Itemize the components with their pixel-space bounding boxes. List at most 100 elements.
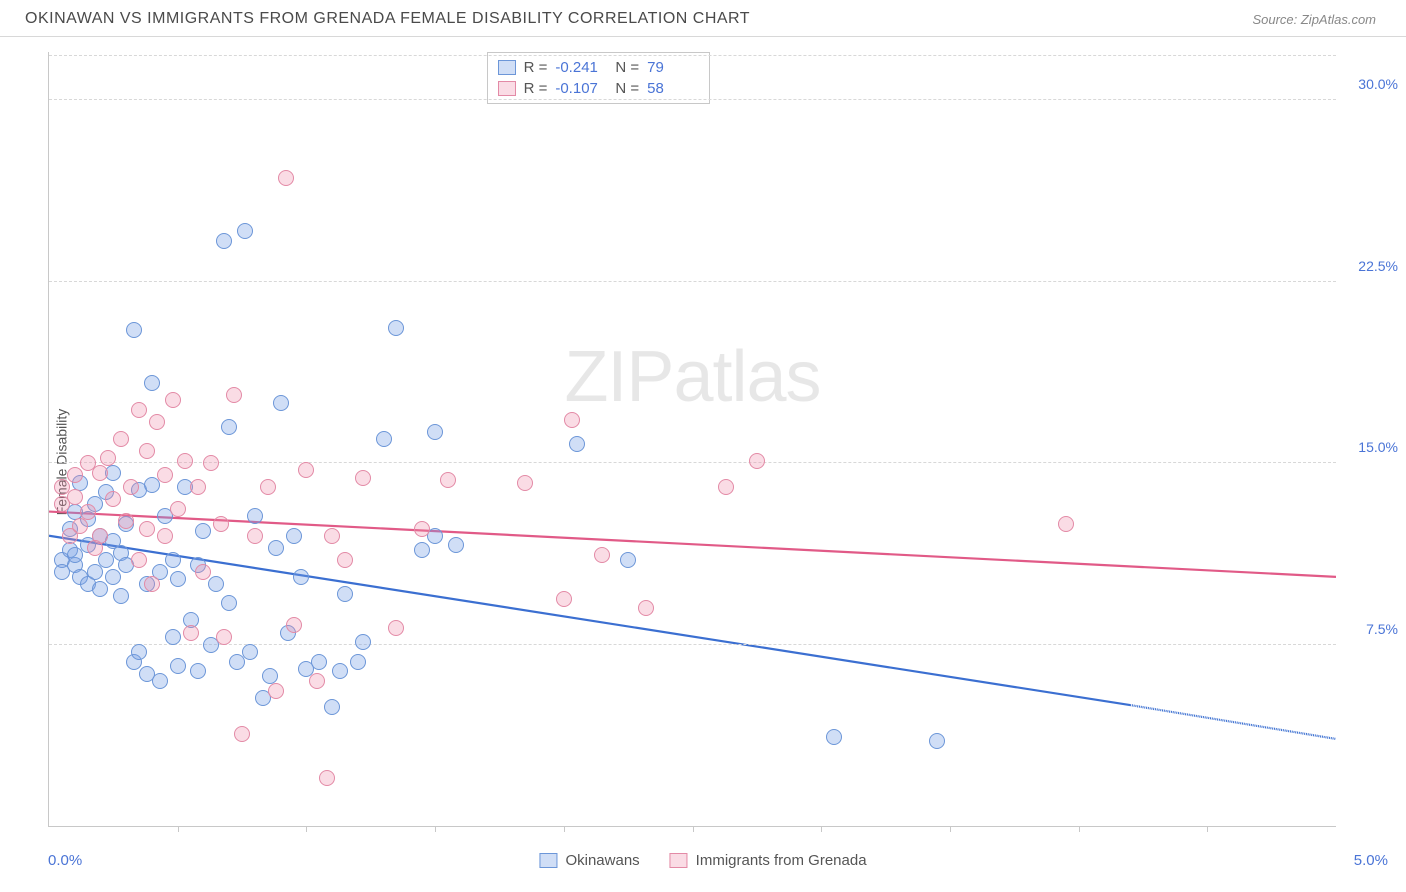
data-point: [144, 576, 160, 592]
data-point: [311, 654, 327, 670]
data-point: [195, 523, 211, 539]
data-point: [123, 479, 139, 495]
data-point: [414, 542, 430, 558]
data-point: [298, 462, 314, 478]
data-point: [113, 588, 129, 604]
data-point: [131, 644, 147, 660]
data-point: [268, 540, 284, 556]
data-point: [126, 322, 142, 338]
data-point: [100, 450, 116, 466]
watermark: ZIPatlas: [564, 336, 820, 418]
data-point: [273, 395, 289, 411]
data-point: [638, 600, 654, 616]
data-point: [213, 516, 229, 532]
chart-header: OKINAWAN VS IMMIGRANTS FROM GRENADA FEMA…: [0, 0, 1406, 37]
data-point: [718, 479, 734, 495]
data-point: [376, 431, 392, 447]
x-tick: [178, 826, 179, 832]
data-point: [190, 479, 206, 495]
data-point: [177, 453, 193, 469]
data-point: [208, 576, 224, 592]
data-point: [564, 412, 580, 428]
data-point: [324, 699, 340, 715]
x-tick: [950, 826, 951, 832]
data-point: [92, 528, 108, 544]
data-point: [388, 320, 404, 336]
data-point: [221, 419, 237, 435]
x-tick: [693, 826, 694, 832]
data-point: [355, 470, 371, 486]
stats-row-grenada: R = -0.107 N = 58: [498, 78, 700, 99]
series-legend: Okinawans Immigrants from Grenada: [539, 852, 866, 869]
gridline: [49, 281, 1336, 282]
data-point: [440, 472, 456, 488]
data-point: [195, 564, 211, 580]
swatch-grenada: [498, 81, 516, 96]
plot-area: ZIPatlas R = -0.241 N = 79 R = -0.107 N …: [48, 52, 1336, 827]
data-point: [216, 629, 232, 645]
data-point: [139, 521, 155, 537]
data-point: [80, 504, 96, 520]
gridline: [49, 99, 1336, 100]
data-point: [749, 453, 765, 469]
stats-row-okinawans: R = -0.241 N = 79: [498, 57, 700, 78]
data-point: [149, 414, 165, 430]
data-point: [144, 375, 160, 391]
y-tick-label: 22.5%: [1358, 258, 1398, 274]
data-point: [260, 479, 276, 495]
x-tick: [435, 826, 436, 832]
data-point: [216, 233, 232, 249]
data-point: [569, 436, 585, 452]
data-point: [826, 729, 842, 745]
data-point: [448, 537, 464, 553]
data-point: [190, 663, 206, 679]
correlation-stats-box: R = -0.241 N = 79 R = -0.107 N = 58: [487, 52, 711, 104]
data-point: [278, 170, 294, 186]
data-point: [319, 770, 335, 786]
data-point: [170, 658, 186, 674]
data-point: [286, 617, 302, 633]
x-axis-max-label: 5.0%: [1354, 852, 1388, 869]
data-point: [157, 528, 173, 544]
swatch-okinawans: [498, 60, 516, 75]
data-point: [355, 634, 371, 650]
data-point: [92, 581, 108, 597]
data-point: [286, 528, 302, 544]
data-point: [237, 223, 253, 239]
data-point: [1058, 516, 1074, 532]
data-point: [324, 528, 340, 544]
y-tick-label: 7.5%: [1366, 621, 1398, 637]
y-tick-label: 15.0%: [1358, 439, 1398, 455]
gridline: [49, 55, 1336, 56]
data-point: [165, 629, 181, 645]
data-point: [170, 501, 186, 517]
data-point: [72, 518, 88, 534]
data-point: [131, 552, 147, 568]
data-point: [517, 475, 533, 491]
data-point: [67, 489, 83, 505]
data-point: [337, 586, 353, 602]
data-point: [221, 595, 237, 611]
data-point: [234, 726, 250, 742]
data-point: [183, 625, 199, 641]
data-point: [414, 521, 430, 537]
data-point: [929, 733, 945, 749]
data-point: [118, 513, 134, 529]
data-point: [350, 654, 366, 670]
data-point: [337, 552, 353, 568]
data-point: [247, 508, 263, 524]
data-point: [332, 663, 348, 679]
data-point: [131, 402, 147, 418]
data-point: [170, 571, 186, 587]
data-point: [157, 467, 173, 483]
legend-item-grenada: Immigrants from Grenada: [670, 852, 867, 869]
data-point: [427, 424, 443, 440]
data-point: [105, 569, 121, 585]
gridline: [49, 644, 1336, 645]
data-point: [203, 455, 219, 471]
data-point: [247, 528, 263, 544]
trend-lines-layer: [49, 52, 1336, 826]
chart-title: OKINAWAN VS IMMIGRANTS FROM GRENADA FEMA…: [25, 10, 750, 28]
data-point: [98, 552, 114, 568]
legend-swatch-grenada: [670, 853, 688, 868]
